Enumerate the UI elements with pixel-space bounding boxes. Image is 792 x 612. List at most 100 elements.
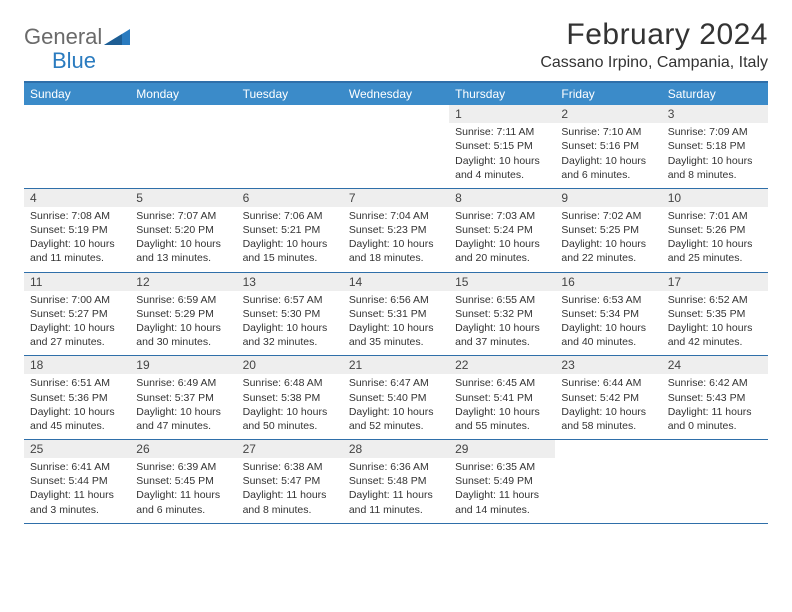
- day-details-cell: Sunrise: 6:48 AMSunset: 5:38 PMDaylight:…: [237, 374, 343, 439]
- sunrise-line: Sunrise: 6:36 AM: [349, 460, 443, 474]
- day-details-cell: Sunrise: 6:42 AMSunset: 5:43 PMDaylight:…: [662, 374, 768, 439]
- sunset-line: Sunset: 5:19 PM: [30, 223, 124, 237]
- sunset-line: Sunset: 5:26 PM: [668, 223, 762, 237]
- day-number-cell: 17: [662, 273, 768, 291]
- day-number-cell: 16: [555, 273, 661, 291]
- daylight-line: Daylight: 10 hours and 27 minutes.: [30, 321, 124, 349]
- day-number-cell: 2: [555, 105, 661, 123]
- day-number-cell: 7: [343, 189, 449, 207]
- day-number-cell: 28: [343, 440, 449, 458]
- sunset-line: Sunset: 5:31 PM: [349, 307, 443, 321]
- daylight-line: Daylight: 11 hours and 6 minutes.: [136, 488, 230, 516]
- day-number-cell: 23: [555, 356, 661, 374]
- sunrise-line: Sunrise: 7:07 AM: [136, 209, 230, 223]
- day-number-cell: [555, 440, 661, 458]
- day-details-cell: [130, 123, 236, 188]
- day-details-cell: Sunrise: 6:51 AMSunset: 5:36 PMDaylight:…: [24, 374, 130, 439]
- day-details-cell: Sunrise: 6:59 AMSunset: 5:29 PMDaylight:…: [130, 291, 236, 356]
- day-number-cell: 27: [237, 440, 343, 458]
- daynum-row: 45678910: [24, 189, 768, 207]
- day-details-cell: Sunrise: 6:39 AMSunset: 5:45 PMDaylight:…: [130, 458, 236, 523]
- daylight-line: Daylight: 10 hours and 25 minutes.: [668, 237, 762, 265]
- sunset-line: Sunset: 5:49 PM: [455, 474, 549, 488]
- day-details-cell: Sunrise: 7:01 AMSunset: 5:26 PMDaylight:…: [662, 207, 768, 272]
- day-number-cell: 6: [237, 189, 343, 207]
- day-number-cell: 25: [24, 440, 130, 458]
- sunset-line: Sunset: 5:18 PM: [668, 139, 762, 153]
- sunset-line: Sunset: 5:29 PM: [136, 307, 230, 321]
- day-details-cell: Sunrise: 6:47 AMSunset: 5:40 PMDaylight:…: [343, 374, 449, 439]
- sunset-line: Sunset: 5:44 PM: [30, 474, 124, 488]
- sunrise-line: Sunrise: 6:42 AM: [668, 376, 762, 390]
- day-number-cell: 10: [662, 189, 768, 207]
- sunrise-line: Sunrise: 7:06 AM: [243, 209, 337, 223]
- day-details-cell: Sunrise: 6:52 AMSunset: 5:35 PMDaylight:…: [662, 291, 768, 356]
- day-details-cell: Sunrise: 6:38 AMSunset: 5:47 PMDaylight:…: [237, 458, 343, 523]
- sunset-line: Sunset: 5:25 PM: [561, 223, 655, 237]
- sunrise-line: Sunrise: 6:35 AM: [455, 460, 549, 474]
- sunrise-line: Sunrise: 6:41 AM: [30, 460, 124, 474]
- details-row: Sunrise: 6:51 AMSunset: 5:36 PMDaylight:…: [24, 374, 768, 439]
- day-number-cell: 4: [24, 189, 130, 207]
- day-details-cell: [237, 123, 343, 188]
- sunrise-line: Sunrise: 6:49 AM: [136, 376, 230, 390]
- day-number-cell: 24: [662, 356, 768, 374]
- sunrise-line: Sunrise: 7:00 AM: [30, 293, 124, 307]
- sunrise-line: Sunrise: 6:44 AM: [561, 376, 655, 390]
- daylight-line: Daylight: 10 hours and 55 minutes.: [455, 405, 549, 433]
- day-number-cell: 21: [343, 356, 449, 374]
- sunrise-line: Sunrise: 7:11 AM: [455, 125, 549, 139]
- day-details-cell: Sunrise: 7:11 AMSunset: 5:15 PMDaylight:…: [449, 123, 555, 188]
- day-details-cell: Sunrise: 6:36 AMSunset: 5:48 PMDaylight:…: [343, 458, 449, 523]
- sunset-line: Sunset: 5:30 PM: [243, 307, 337, 321]
- sunrise-line: Sunrise: 6:57 AM: [243, 293, 337, 307]
- sunrise-line: Sunrise: 7:02 AM: [561, 209, 655, 223]
- daylight-line: Daylight: 11 hours and 3 minutes.: [30, 488, 124, 516]
- daylight-line: Daylight: 10 hours and 58 minutes.: [561, 405, 655, 433]
- sunrise-line: Sunrise: 6:47 AM: [349, 376, 443, 390]
- day-details-cell: Sunrise: 7:09 AMSunset: 5:18 PMDaylight:…: [662, 123, 768, 188]
- day-details-cell: Sunrise: 6:45 AMSunset: 5:41 PMDaylight:…: [449, 374, 555, 439]
- sunset-line: Sunset: 5:20 PM: [136, 223, 230, 237]
- daylight-line: Daylight: 10 hours and 45 minutes.: [30, 405, 124, 433]
- sunset-line: Sunset: 5:42 PM: [561, 391, 655, 405]
- brand-part2: Blue: [24, 48, 96, 73]
- daylight-line: Daylight: 10 hours and 30 minutes.: [136, 321, 230, 349]
- weekday-header: Thursday: [449, 82, 555, 105]
- sunset-line: Sunset: 5:47 PM: [243, 474, 337, 488]
- daylight-line: Daylight: 10 hours and 50 minutes.: [243, 405, 337, 433]
- weekday-header: Tuesday: [237, 82, 343, 105]
- calendar-table: Sunday Monday Tuesday Wednesday Thursday…: [24, 81, 768, 523]
- day-number-cell: 18: [24, 356, 130, 374]
- day-details-cell: Sunrise: 7:06 AMSunset: 5:21 PMDaylight:…: [237, 207, 343, 272]
- sunset-line: Sunset: 5:48 PM: [349, 474, 443, 488]
- header: General Blue February 2024 Cassano Irpin…: [24, 18, 768, 73]
- brand-logo: General Blue: [24, 18, 130, 73]
- daylight-line: Daylight: 10 hours and 8 minutes.: [668, 154, 762, 182]
- sunset-line: Sunset: 5:34 PM: [561, 307, 655, 321]
- sunset-line: Sunset: 5:21 PM: [243, 223, 337, 237]
- sunset-line: Sunset: 5:15 PM: [455, 139, 549, 153]
- day-number-cell: 15: [449, 273, 555, 291]
- daylight-line: Daylight: 10 hours and 20 minutes.: [455, 237, 549, 265]
- sunrise-line: Sunrise: 6:48 AM: [243, 376, 337, 390]
- day-details-cell: Sunrise: 6:56 AMSunset: 5:31 PMDaylight:…: [343, 291, 449, 356]
- daylight-line: Daylight: 11 hours and 11 minutes.: [349, 488, 443, 516]
- sunrise-line: Sunrise: 6:59 AM: [136, 293, 230, 307]
- daynum-row: 123: [24, 105, 768, 123]
- sunrise-line: Sunrise: 6:53 AM: [561, 293, 655, 307]
- daylight-line: Daylight: 10 hours and 35 minutes.: [349, 321, 443, 349]
- daylight-line: Daylight: 10 hours and 40 minutes.: [561, 321, 655, 349]
- day-details-cell: Sunrise: 6:41 AMSunset: 5:44 PMDaylight:…: [24, 458, 130, 523]
- day-number-cell: 5: [130, 189, 236, 207]
- weekday-header: Sunday: [24, 82, 130, 105]
- day-number-cell: 9: [555, 189, 661, 207]
- sunset-line: Sunset: 5:27 PM: [30, 307, 124, 321]
- daylight-line: Daylight: 10 hours and 15 minutes.: [243, 237, 337, 265]
- day-number-cell: [662, 440, 768, 458]
- daylight-line: Daylight: 11 hours and 0 minutes.: [668, 405, 762, 433]
- daylight-line: Daylight: 10 hours and 13 minutes.: [136, 237, 230, 265]
- day-number-cell: 1: [449, 105, 555, 123]
- sunset-line: Sunset: 5:16 PM: [561, 139, 655, 153]
- day-details-cell: Sunrise: 7:02 AMSunset: 5:25 PMDaylight:…: [555, 207, 661, 272]
